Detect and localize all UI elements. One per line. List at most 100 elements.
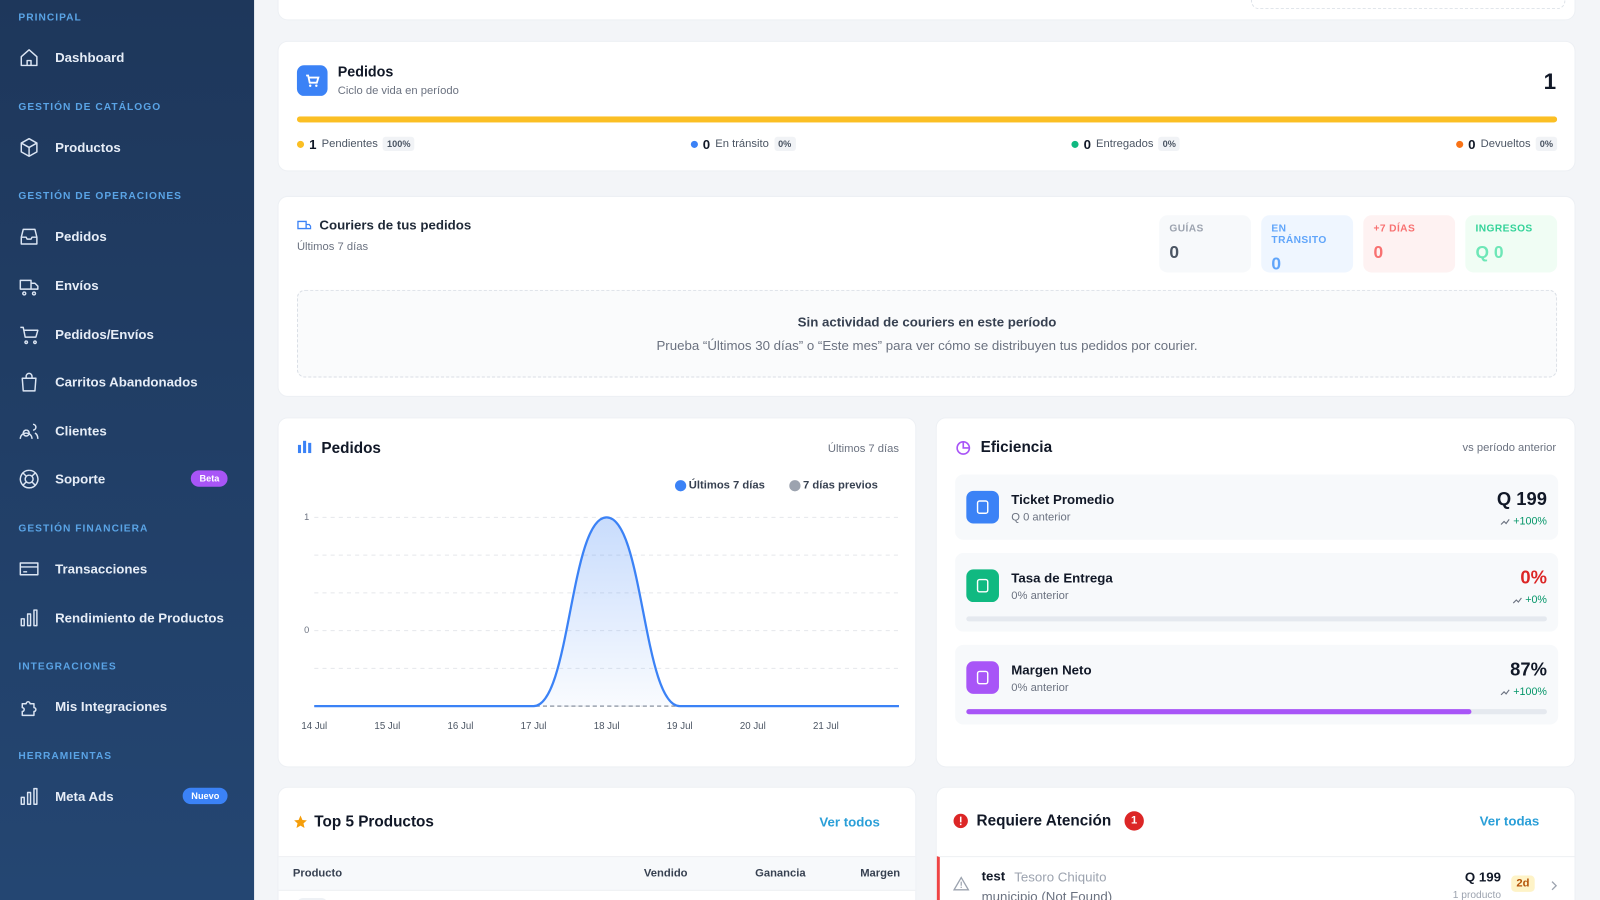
- icon-path: [20, 229, 38, 246]
- attention-link[interactable]: Ver todas: [1479, 813, 1540, 829]
- couriers-title: Couriers de tus pedidos: [319, 217, 472, 233]
- x-tick-label: 20 Jul: [740, 721, 766, 732]
- attention-card: Requiere Atención 1 Ver todas test Tesor…: [935, 786, 1576, 900]
- row-value: 87%: [1510, 659, 1547, 680]
- star-icon: [294, 815, 307, 828]
- row-change-value: +100%: [1513, 685, 1547, 698]
- nav-item[interactable]: Envíos: [0, 261, 254, 310]
- product-thumb: [296, 897, 328, 900]
- icon-path: [19, 470, 39, 489]
- attention-name: test: [981, 868, 1006, 884]
- nav-label: Clientes: [55, 423, 107, 439]
- stat-box: EN TRÁNSITO 0: [1261, 215, 1354, 274]
- top-products-link[interactable]: Ver todos: [819, 814, 880, 830]
- nav-icon: [20, 326, 39, 344]
- nav-item[interactable]: Clientes: [0, 407, 254, 456]
- nav-item[interactable]: Meta Ads Nuevo: [0, 772, 254, 821]
- nav-icon: [20, 229, 38, 246]
- row-value: 0%: [1520, 567, 1547, 588]
- empty-state: Sin actividad de couriers en este períod…: [296, 289, 1558, 378]
- status-label: Pendientes: [321, 137, 378, 150]
- status-count: 0: [1083, 136, 1091, 152]
- nav-badge: Nuevo: [183, 787, 228, 804]
- chart-subtitle: Últimos 7 días: [828, 442, 899, 455]
- status-count: 1: [309, 136, 317, 152]
- nav-item[interactable]: Dashboard: [0, 34, 254, 83]
- nav-icon: [19, 562, 39, 576]
- section-label: INTEGRACIONES: [18, 661, 117, 673]
- row-icon: [966, 661, 999, 694]
- efficiency-row: Margen Neto 0% anterior 87% +100%: [955, 644, 1559, 725]
- efficiency-title: Eficiencia: [980, 438, 1053, 457]
- attention-customer: Tesoro Chiquito: [1014, 869, 1107, 885]
- trend-icon: [1512, 597, 1522, 604]
- efficiency-card: Eficiencia vs período anterior Ticket Pr…: [935, 417, 1576, 768]
- legend-item: 1 Pendientes 100%: [296, 136, 415, 152]
- top-products-title: Top 5 Productos: [314, 813, 434, 831]
- col-header: Margen: [860, 867, 901, 880]
- row-previous: 0% anterior: [1011, 589, 1069, 603]
- stat-value: 0: [1373, 242, 1384, 263]
- stat-box: INGRESOS Q 0: [1465, 215, 1558, 273]
- status-share: 0%: [773, 136, 796, 152]
- x-tick-label: 17 Jul: [521, 721, 547, 732]
- line-current: [314, 516, 899, 708]
- row-change: +100%: [1500, 515, 1547, 528]
- chevron: [1551, 881, 1558, 891]
- icon-path: [19, 279, 39, 296]
- nav-icon: [21, 701, 37, 717]
- nav-item[interactable]: Transacciones: [0, 545, 254, 594]
- x-tick-label: 16 Jul: [448, 721, 474, 732]
- icon-path: [20, 608, 38, 627]
- chart-icon: [297, 440, 312, 454]
- row-value: Q 199: [1496, 488, 1547, 510]
- cart-icon: [306, 74, 320, 87]
- orders-progress: [296, 116, 1558, 123]
- orders-total: 1: [1543, 68, 1557, 94]
- nav-item[interactable]: Productos: [0, 123, 254, 172]
- stat-label: EN TRÁNSITO: [1271, 223, 1327, 246]
- stat-value: 0: [1271, 254, 1282, 274]
- orders-title: Pedidos: [337, 63, 394, 80]
- truck-icon: [297, 220, 312, 230]
- top-box: [1251, 0, 1566, 10]
- x-tick-label: 14 Jul: [301, 721, 327, 732]
- nav-item[interactable]: Rendimiento de Productos: [0, 593, 254, 642]
- nav-item[interactable]: Pedidos: [0, 212, 254, 261]
- progress-segment: [296, 116, 1558, 123]
- nav-label: Pedidos/Envíos: [55, 326, 154, 342]
- nav-label: Mis Integraciones: [55, 699, 168, 715]
- nav-item[interactable]: Carritos Abandonados: [0, 358, 254, 407]
- attention-item[interactable]: test Tesoro Chiquito municipio (Not Foun…: [936, 856, 1575, 900]
- nav-item[interactable]: Soporte Beta: [0, 455, 254, 504]
- row-glyph: [976, 578, 989, 593]
- col-header: Ganancia: [755, 867, 806, 880]
- attention-count: 1: [1124, 811, 1144, 831]
- y-tick-label: 0: [304, 625, 309, 635]
- row-glyph: [976, 500, 989, 514]
- top-card: [277, 0, 1576, 21]
- progress-track: [966, 616, 1547, 622]
- empty-text: Prueba “Últimos 30 días” o “Este mes” pa…: [656, 337, 1198, 354]
- status-count: 0: [1468, 136, 1476, 152]
- status-share: 100%: [382, 136, 415, 152]
- nav-label: Productos: [55, 139, 121, 155]
- nav-item[interactable]: Pedidos/Envíos: [0, 310, 254, 359]
- section-label: GESTIÓN FINANCIERA: [18, 523, 149, 535]
- stat-value: Q 0: [1475, 242, 1504, 263]
- stat-box: +7 DÍAS 0: [1363, 215, 1456, 273]
- nav-label: Transacciones: [55, 561, 148, 577]
- x-tick-label: 15 Jul: [374, 721, 400, 732]
- row-change-value: +100%: [1513, 515, 1547, 528]
- nav-item[interactable]: Mis Integraciones: [0, 683, 254, 732]
- efficiency-subtitle: vs período anterior: [1462, 441, 1557, 455]
- orders-icon: [296, 65, 328, 96]
- row-change: +100%: [1500, 686, 1547, 698]
- col-header: Vendido: [643, 867, 688, 880]
- stat-label: INGRESOS: [1475, 223, 1533, 235]
- orders-chart: Pedidos Últimos 7 días 1 0 14 Jul 15 Jul 16 …: [297, 440, 899, 732]
- section-label: PRINCIPAL: [18, 12, 82, 24]
- trend-icon: [1500, 689, 1510, 696]
- attention-age: 2d: [1511, 875, 1535, 892]
- attention-title: Requiere Atención: [976, 812, 1112, 830]
